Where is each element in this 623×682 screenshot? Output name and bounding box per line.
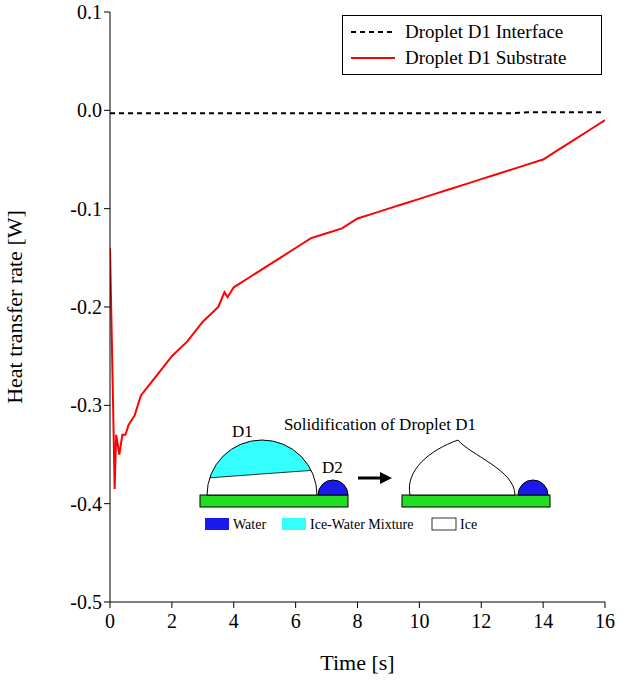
- svg-text:-0.4: -0.4: [70, 493, 102, 515]
- svg-text:2: 2: [167, 610, 177, 632]
- svg-text:Water: Water: [233, 517, 266, 532]
- svg-text:D1: D1: [232, 422, 253, 441]
- svg-text:14: 14: [533, 610, 553, 632]
- svg-text:Time [s]: Time [s]: [320, 650, 394, 675]
- svg-text:-0.3: -0.3: [70, 394, 102, 416]
- html-text:Droplet D1 Interface: Droplet D1 Interface: [405, 21, 564, 42]
- svg-text:0.1: 0.1: [77, 1, 102, 23]
- svg-text:12: 12: [471, 610, 491, 632]
- svg-text:-0.1: -0.1: [70, 198, 102, 220]
- svg-text:Ice: Ice: [460, 517, 477, 532]
- svg-text:16: 16: [595, 610, 615, 632]
- svg-text:0.0: 0.0: [77, 99, 102, 121]
- svg-text:4: 4: [229, 610, 239, 632]
- svg-text:-0.5: -0.5: [70, 591, 102, 613]
- svg-text:Heat transfer rate [W]: Heat transfer rate [W]: [2, 210, 27, 404]
- svg-text:D2: D2: [322, 458, 343, 477]
- svg-text:-0.2: -0.2: [70, 296, 102, 318]
- svg-text:8: 8: [353, 610, 363, 632]
- svg-text:0: 0: [105, 610, 115, 632]
- svg-text:6: 6: [291, 610, 301, 632]
- svg-text:Solidification of Droplet D1: Solidification of Droplet D1: [284, 415, 476, 434]
- svg-text:10: 10: [409, 610, 429, 632]
- svg-text:Ice-Water Mixture: Ice-Water Mixture: [310, 517, 413, 532]
- html-text:Droplet D1 Substrate: Droplet D1 Substrate: [405, 47, 567, 68]
